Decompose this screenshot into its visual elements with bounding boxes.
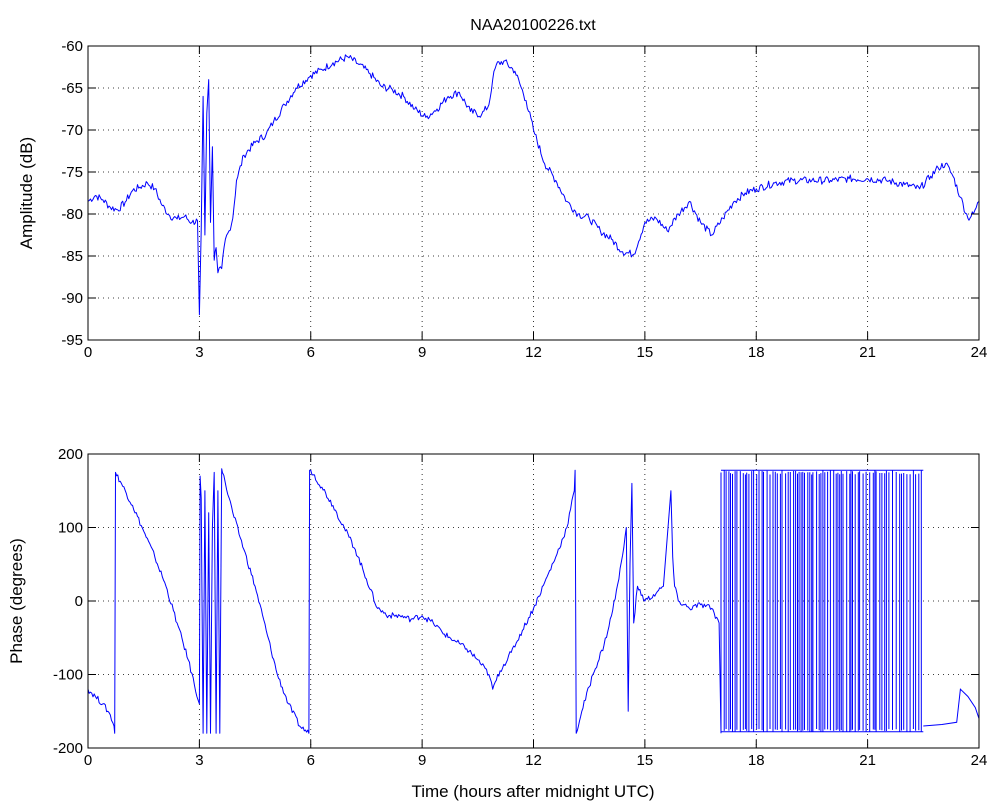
phase-x-tick-label: 12 [525,752,542,769]
phase-y-axis-label: Phase (degrees) [7,538,26,664]
amplitude-y-tick-label: -80 [61,206,83,223]
amplitude-x-tick-label: 21 [859,344,876,361]
chart-title: NAA20100226.txt [470,17,596,34]
amplitude-x-tick-label: 6 [307,344,315,361]
amplitude-series-line [87,54,980,316]
phase-y-tick-label: 0 [75,593,83,610]
amplitude-grid [88,46,979,340]
phase-ticks: 0 3 6 9 12 15 18 21 24 200 100 0 -100 -200 [53,446,987,769]
phase-y-tick-label: -200 [53,740,83,757]
amplitude-y-tick-label: -70 [61,122,83,139]
phase-x-tick-label: 21 [859,752,876,769]
phase-y-tick-label: 200 [58,446,83,463]
amplitude-y-tick-label: -95 [61,332,83,349]
phase-x-tick-label: 3 [195,752,203,769]
phase-y-tick-label: -100 [53,667,83,684]
phase-series-line [87,468,722,734]
amplitude-y-axis-label: Amplitude (dB) [17,137,36,249]
phase-x-tick-label: 15 [637,752,654,769]
amplitude-x-tick-label: 9 [418,344,426,361]
amplitude-ticks: 0 3 6 9 12 15 18 21 24 -60 -65 -70 -75 -80 -85 -90 -95 [61,38,987,361]
phase-plot: 0 3 6 9 12 15 18 21 24 200 100 0 -100 -200 Phase (deg… [7,446,987,801]
amplitude-x-tick-label: 18 [748,344,765,361]
phase-x-tick-label: 0 [84,752,92,769]
amplitude-y-tick-label: -65 [61,80,83,97]
phase-wrap-band-lines [720,469,980,733]
amplitude-y-tick-label: -60 [61,38,83,55]
phase-x-tick-label: 6 [307,752,315,769]
amplitude-y-tick-label: -85 [61,248,83,265]
amplitude-x-tick-label: 3 [195,344,203,361]
phase-y-tick-label: 100 [58,520,83,537]
phase-x-tick-label: 18 [748,752,765,769]
amplitude-x-tick-label: 0 [84,344,92,361]
phase-x-tick-label: 9 [418,752,426,769]
x-axis-label: Time (hours after midnight UTC) [411,782,654,801]
amplitude-x-tick-label: 15 [637,344,654,361]
amplitude-x-tick-label: 12 [525,344,542,361]
amplitude-y-tick-label: -90 [61,290,83,307]
phase-x-tick-label: 24 [971,752,988,769]
amplitude-y-tick-label: -75 [61,164,83,181]
amplitude-plot: 0 3 6 9 12 15 18 21 24 -60 -65 -70 -75 -80 -85 -90 -95 N… [17,17,987,361]
amplitude-x-tick-label: 24 [971,344,988,361]
